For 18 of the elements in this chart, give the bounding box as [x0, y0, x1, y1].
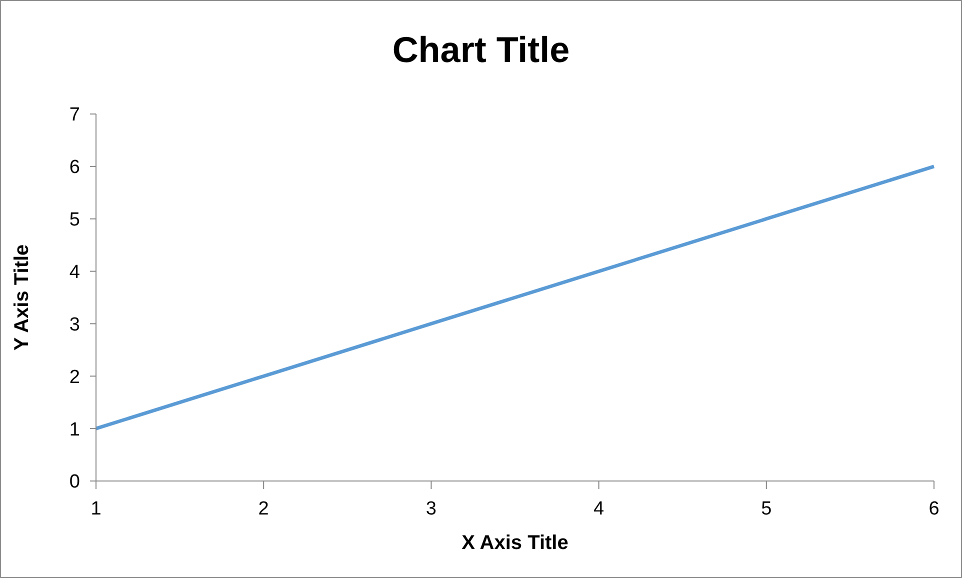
chart-title: Chart Title	[391, 29, 571, 71]
line-series	[94, 164, 936, 430]
y-axis-title: Y Axis Title	[11, 244, 34, 351]
x-tick-label: 1	[90, 498, 102, 520]
x-tick-label: 3	[426, 498, 436, 520]
y-tick-label: 0	[69, 472, 80, 493]
x-tick-label: 6	[928, 498, 940, 520]
y-tick-label: 7	[69, 104, 80, 126]
y-tick-label: 4	[69, 262, 80, 284]
y-tick-label: 3	[69, 314, 80, 336]
y-tick-label: 1	[69, 419, 80, 440]
y-tick-label: 6	[69, 157, 80, 178]
x-tick-label: 4	[594, 498, 605, 520]
y-tick-label: 2	[69, 366, 80, 388]
y-tick-label: 5	[69, 210, 80, 231]
x-tick-label: 5	[761, 498, 772, 520]
x-axis-title: X Axis Title	[462, 532, 568, 554]
x-tick-label: 2	[258, 498, 269, 520]
